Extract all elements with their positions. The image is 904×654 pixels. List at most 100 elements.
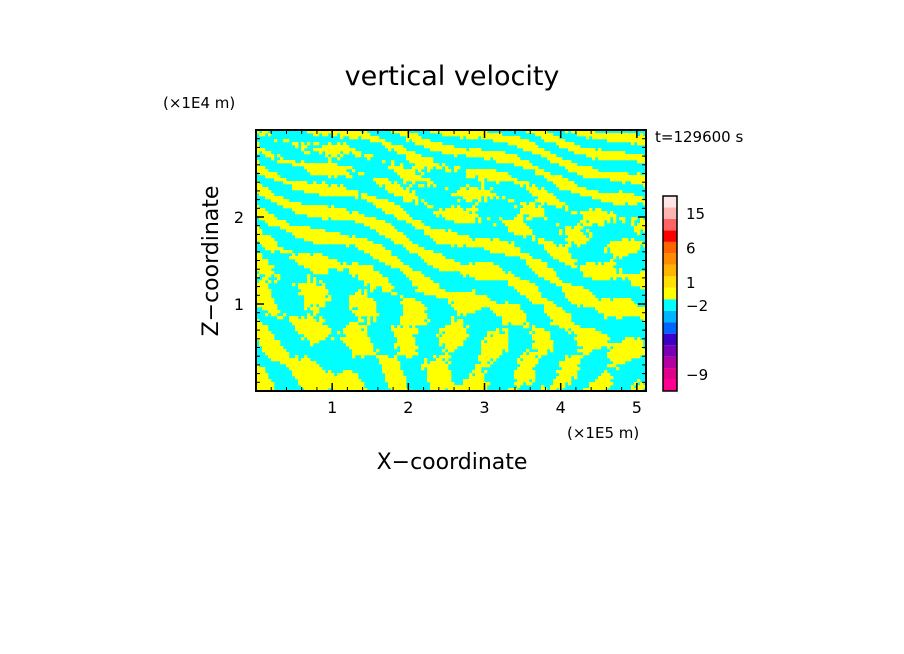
updraft-cell (304, 259, 308, 263)
updraft-cell (418, 136, 422, 140)
updraft-cell (259, 190, 263, 194)
updraft-cell (601, 151, 605, 155)
updraft-cell (628, 358, 632, 362)
updraft-cell (421, 247, 425, 251)
updraft-cell (541, 268, 545, 272)
updraft-cell (262, 286, 266, 290)
updraft-cell (421, 274, 425, 278)
updraft-cell (463, 133, 467, 137)
updraft-cell (574, 211, 578, 215)
updraft-cell (580, 133, 584, 137)
updraft-cell (634, 382, 638, 386)
updraft-cell (532, 361, 536, 365)
updraft-cell (481, 268, 485, 272)
updraft-cell (604, 340, 608, 344)
updraft-cell (415, 202, 419, 206)
updraft-cell (499, 172, 503, 176)
updraft-cell (508, 223, 512, 227)
updraft-cell (565, 166, 569, 170)
updraft-cell (595, 340, 599, 344)
updraft-cell (505, 307, 509, 311)
updraft-cell (295, 184, 299, 188)
updraft-cell (442, 355, 446, 359)
updraft-cell (385, 235, 389, 239)
updraft-cell (421, 316, 425, 320)
updraft-cell (439, 241, 443, 245)
updraft-cell (514, 307, 518, 311)
updraft-cell (280, 223, 284, 227)
updraft-cell (307, 190, 311, 194)
updraft-cell (283, 349, 287, 353)
updraft-cell (271, 340, 275, 344)
updraft-cell (430, 379, 434, 383)
updraft-cell (265, 274, 269, 278)
updraft-cell (505, 349, 509, 353)
updraft-cell (337, 214, 341, 218)
updraft-cell (613, 274, 617, 278)
updraft-cell (400, 334, 404, 338)
updraft-cell (640, 133, 644, 137)
updraft-cell (604, 385, 608, 389)
updraft-cell (496, 304, 500, 308)
updraft-cell (637, 199, 641, 203)
updraft-cell (517, 223, 521, 227)
updraft-cell (571, 322, 575, 326)
updraft-cell (631, 310, 635, 314)
updraft-cell (568, 163, 572, 167)
updraft-cell (559, 175, 563, 179)
updraft-cell (319, 379, 323, 383)
updraft-cell (562, 382, 566, 386)
updraft-cell (352, 325, 356, 329)
updraft-cell (388, 205, 392, 209)
updraft-cell (529, 358, 533, 362)
updraft-cell (475, 301, 479, 305)
updraft-cell (358, 352, 362, 356)
updraft-cell (589, 175, 593, 179)
updraft-cell (496, 313, 500, 317)
updraft-cell (397, 337, 401, 341)
updraft-cell (478, 298, 482, 302)
updraft-cell (283, 160, 287, 164)
updraft-cell (268, 154, 272, 158)
updraft-cell (439, 235, 443, 239)
updraft-cell (322, 262, 326, 266)
updraft-cell (517, 313, 521, 317)
updraft-cell (445, 295, 449, 299)
updraft-cell (520, 292, 524, 296)
updraft-cell (346, 337, 350, 341)
updraft-cell (553, 307, 557, 311)
updraft-cell (610, 382, 614, 386)
updraft-cell (505, 274, 509, 278)
updraft-cell (601, 220, 605, 224)
updraft-cell (391, 376, 395, 380)
updraft-cell (481, 184, 485, 188)
updraft-cell (256, 331, 260, 335)
updraft-cell (460, 208, 464, 212)
updraft-cell (385, 289, 389, 293)
updraft-cell (265, 346, 269, 350)
updraft-cell (436, 148, 440, 152)
updraft-cell (439, 379, 443, 383)
updraft-cell (436, 232, 440, 236)
updraft-cell (367, 352, 371, 356)
updraft-cell (325, 154, 329, 158)
updraft-cell (466, 133, 470, 137)
updraft-cell (502, 160, 506, 164)
updraft-cell (619, 133, 623, 137)
updraft-cell (361, 265, 365, 269)
updraft-cell (466, 151, 470, 155)
updraft-cell (529, 352, 533, 356)
updraft-cell (355, 220, 359, 224)
updraft-cell (364, 292, 368, 296)
updraft-cell (574, 295, 578, 299)
updraft-cell (454, 133, 458, 137)
updraft-cell (433, 370, 437, 374)
updraft-cell (463, 235, 467, 239)
updraft-cell (586, 229, 590, 233)
updraft-cell (409, 334, 413, 338)
updraft-cell (598, 376, 602, 380)
updraft-cell (409, 310, 413, 314)
updraft-cell (595, 136, 599, 140)
updraft-cell (331, 376, 335, 380)
updraft-cell (472, 205, 476, 209)
